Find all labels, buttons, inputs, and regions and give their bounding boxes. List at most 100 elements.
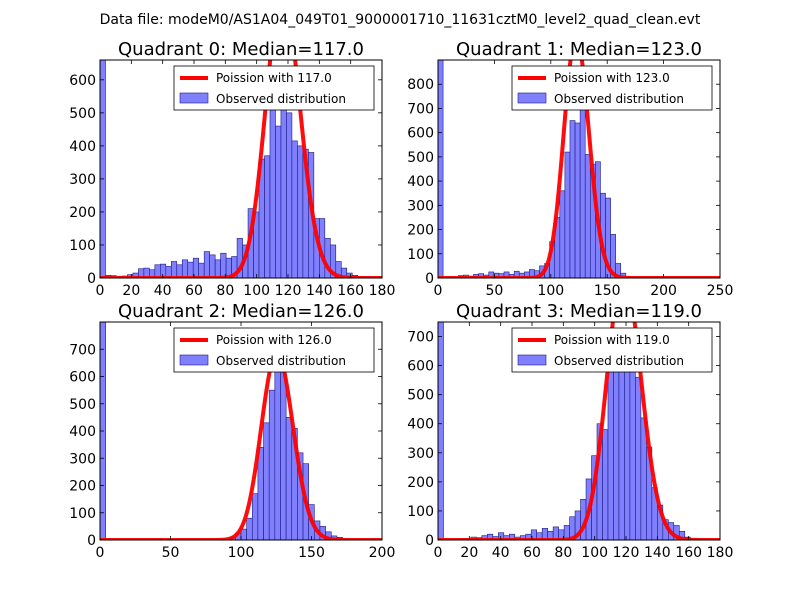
y-tick-label: 100 xyxy=(69,506,96,522)
legend-label-observed: Observed distribution xyxy=(216,354,346,368)
y-tick-label: 300 xyxy=(69,451,96,467)
histogram-bar xyxy=(292,141,297,278)
x-tick-label: 100 xyxy=(581,545,608,561)
x-tick-label: 120 xyxy=(613,545,640,561)
y-tick-label: 700 xyxy=(69,342,96,358)
legend: Poission with 126.0 Observed distribution xyxy=(174,328,374,372)
y-tick-label: 300 xyxy=(69,172,96,188)
legend-label-observed: Observed distribution xyxy=(554,354,684,368)
x-tick-label: 20 xyxy=(460,545,478,561)
y-tick-label: 400 xyxy=(69,424,96,440)
y-tick-label: 0 xyxy=(425,271,434,287)
y-tick-label: 200 xyxy=(69,479,96,495)
subplot-title: Quadrant 0: Median=117.0 xyxy=(118,39,364,60)
subplot-quadrant-2: 0 50 100 150 200 0 100 200 300 400 500 600 700 Quadra… xyxy=(69,301,395,561)
histogram-bar xyxy=(286,417,292,540)
legend-label-observed: Observed distribution xyxy=(216,92,346,106)
histogram-bar xyxy=(265,156,270,278)
histogram-bar xyxy=(641,418,646,540)
histogram-bar xyxy=(210,255,215,278)
x-tick-label: 200 xyxy=(650,283,677,299)
y-tick-label: 800 xyxy=(407,77,434,93)
y-tick-label: 600 xyxy=(69,73,96,89)
x-tick-label: 50 xyxy=(162,545,180,561)
histogram-bar xyxy=(585,154,590,278)
x-tick-label: 80 xyxy=(216,283,234,299)
x-tick-label: 0 xyxy=(434,283,443,299)
y-tick-label: 500 xyxy=(407,150,434,166)
histogram-bar xyxy=(613,360,618,540)
x-tick-label: 180 xyxy=(707,545,734,561)
x-tick-label: 100 xyxy=(537,283,564,299)
y-tick-label: 0 xyxy=(425,533,434,549)
legend-bar-swatch xyxy=(518,93,546,103)
y-tick-label: 600 xyxy=(69,370,96,386)
x-tick-label: 0 xyxy=(96,283,105,299)
legend-label-poisson: Poission with 119.0 xyxy=(554,333,670,347)
legend-bar-swatch xyxy=(180,93,208,103)
histogram-bar xyxy=(171,261,176,278)
y-tick-label: 700 xyxy=(407,330,434,346)
legend-bar-swatch xyxy=(518,355,546,365)
histogram-bar xyxy=(188,262,193,278)
y-tick-label: 600 xyxy=(407,359,434,375)
histogram-bar xyxy=(269,390,275,540)
histogram-bar xyxy=(199,263,204,278)
histogram-bar xyxy=(258,447,264,540)
y-tick-label: 100 xyxy=(407,504,434,520)
histogram-bar xyxy=(182,260,187,278)
histogram-bar xyxy=(270,96,275,278)
histogram-bar xyxy=(275,344,281,540)
legend-label-poisson: Poission with 126.0 xyxy=(216,333,332,347)
legend-bar-swatch xyxy=(180,355,208,365)
subplot-title: Quadrant 3: Median=119.0 xyxy=(456,301,702,322)
histogram-bar xyxy=(215,260,220,278)
legend: Poission with 123.0 Observed distribution xyxy=(512,66,712,110)
histogram-bar xyxy=(438,60,443,278)
histogram-bar xyxy=(580,94,585,278)
histogram-bar xyxy=(297,146,302,278)
y-tick-label: 100 xyxy=(407,247,434,263)
histogram-bar xyxy=(264,423,270,540)
y-tick-label: 500 xyxy=(69,397,96,413)
y-tick-label: 600 xyxy=(407,126,434,142)
x-tick-label: 160 xyxy=(337,283,364,299)
subplot-title: Quadrant 2: Median=126.0 xyxy=(118,301,364,322)
histogram-bar xyxy=(635,377,640,540)
x-tick-label: 0 xyxy=(96,545,105,561)
y-tick-label: 300 xyxy=(407,446,434,462)
y-tick-label: 500 xyxy=(69,106,96,122)
x-tick-label: 100 xyxy=(228,545,255,561)
legend-label-observed: Observed distribution xyxy=(554,92,684,106)
y-tick-label: 400 xyxy=(69,139,96,155)
legend-label-poisson: Poission with 117.0 xyxy=(216,71,332,85)
y-tick-label: 500 xyxy=(407,388,434,404)
y-tick-label: 200 xyxy=(407,475,434,491)
x-tick-label: 140 xyxy=(306,283,333,299)
x-tick-label: 150 xyxy=(594,283,621,299)
histogram-bar xyxy=(565,152,570,278)
x-tick-label: 200 xyxy=(369,545,396,561)
legend: Poission with 117.0 Observed distribution xyxy=(174,66,374,110)
x-tick-label: 140 xyxy=(644,545,671,561)
x-tick-label: 250 xyxy=(707,283,734,299)
x-tick-label: 100 xyxy=(243,283,270,299)
x-tick-label: 150 xyxy=(298,545,325,561)
histogram-bar xyxy=(438,322,443,540)
x-tick-label: 40 xyxy=(154,283,172,299)
x-tick-label: 80 xyxy=(554,545,572,561)
histogram-bar xyxy=(286,113,291,278)
legend-label-poisson: Poission with 123.0 xyxy=(554,71,670,85)
x-tick-label: 20 xyxy=(122,283,140,299)
histogram-bar xyxy=(247,518,253,540)
histogram-bar xyxy=(252,494,258,540)
y-tick-label: 200 xyxy=(69,205,96,221)
x-tick-label: 60 xyxy=(523,545,541,561)
x-tick-label: 0 xyxy=(434,545,443,561)
y-tick-label: 0 xyxy=(87,533,96,549)
